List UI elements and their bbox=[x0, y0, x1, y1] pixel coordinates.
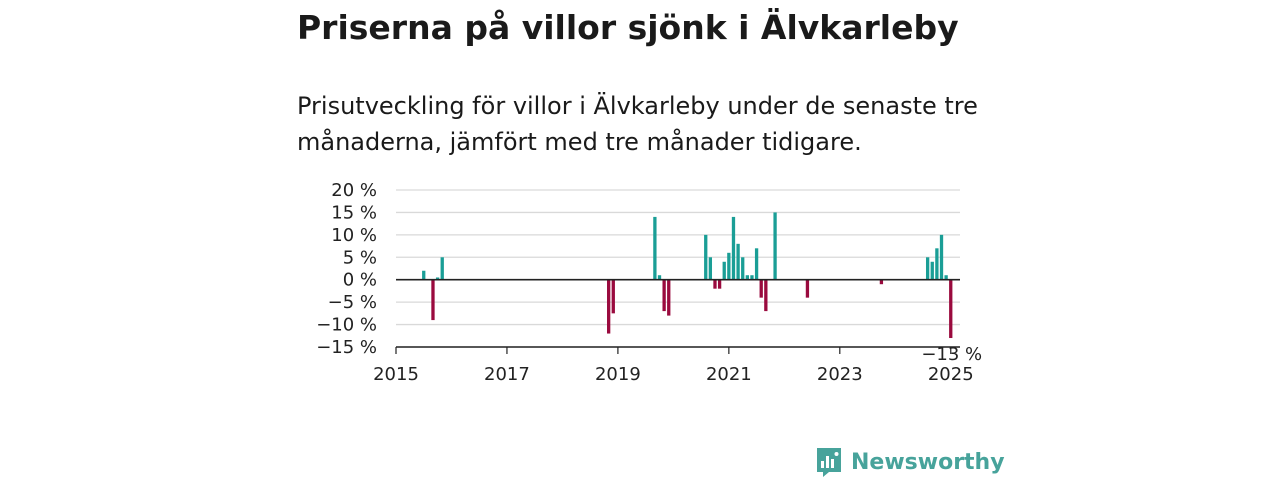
y-tick-label: 5 % bbox=[343, 247, 377, 268]
bar bbox=[736, 243, 740, 280]
bar bbox=[422, 270, 426, 280]
bar bbox=[759, 279, 763, 298]
bar bbox=[431, 279, 435, 321]
bar bbox=[935, 248, 939, 280]
bar bbox=[805, 279, 810, 298]
tick-labels: 20 %15 %10 %5 %0 %−5 %−10 %−15 % 2015 2017… bbox=[316, 180, 982, 385]
bar bbox=[939, 234, 944, 280]
y-tick-label: −15 % bbox=[316, 337, 377, 358]
bar bbox=[440, 257, 444, 280]
bar bbox=[653, 216, 657, 280]
data-label: −13 % bbox=[921, 344, 982, 365]
bar bbox=[708, 257, 713, 280]
bar bbox=[944, 275, 948, 280]
bar bbox=[750, 275, 754, 280]
x-tick-label: 2019 bbox=[595, 364, 641, 385]
bar bbox=[611, 279, 615, 314]
bar bbox=[741, 257, 745, 280]
x-tick-label: 2025 bbox=[928, 364, 974, 385]
x-tick-label: 2015 bbox=[373, 364, 419, 385]
bar bbox=[727, 252, 731, 280]
bar bbox=[773, 212, 777, 280]
y-tick-label: 20 % bbox=[331, 180, 377, 201]
bar bbox=[925, 257, 930, 280]
bar bbox=[657, 275, 662, 280]
axes bbox=[395, 278, 960, 354]
y-tick-label: 0 % bbox=[343, 270, 377, 291]
bars bbox=[422, 212, 953, 339]
bar bbox=[722, 261, 726, 280]
y-tick-label: −5 % bbox=[328, 292, 377, 313]
bar bbox=[731, 216, 736, 280]
bar bbox=[879, 279, 884, 285]
y-tick-label: 15 % bbox=[331, 202, 377, 223]
bar bbox=[717, 279, 722, 289]
chart-subtitle: Prisutveckling för villor i Älvkarleby u… bbox=[297, 92, 978, 156]
bar bbox=[667, 279, 671, 316]
x-tick-label: 2023 bbox=[817, 364, 863, 385]
brand-name: Newsworthy bbox=[851, 449, 1005, 475]
brand-logo: Newsworthy bbox=[815, 444, 1005, 480]
x-tick-label: 2017 bbox=[484, 364, 530, 385]
bar bbox=[662, 279, 666, 312]
bar bbox=[930, 261, 934, 280]
y-tick-label: 10 % bbox=[331, 225, 377, 246]
bar bbox=[764, 279, 768, 312]
y-tick-label: −10 % bbox=[316, 315, 377, 336]
bar bbox=[713, 279, 717, 289]
bar bbox=[754, 248, 759, 280]
bar bbox=[745, 275, 749, 280]
bar bbox=[704, 234, 708, 280]
chart-title: Priserna på villor sjönk i Älvkarleby bbox=[297, 8, 959, 47]
newsworthy-logo-icon bbox=[817, 448, 841, 477]
gridlines bbox=[396, 189, 960, 348]
bar bbox=[607, 279, 611, 334]
bar bbox=[435, 277, 440, 280]
bar bbox=[949, 279, 953, 339]
x-tick-label: 2021 bbox=[706, 364, 752, 385]
